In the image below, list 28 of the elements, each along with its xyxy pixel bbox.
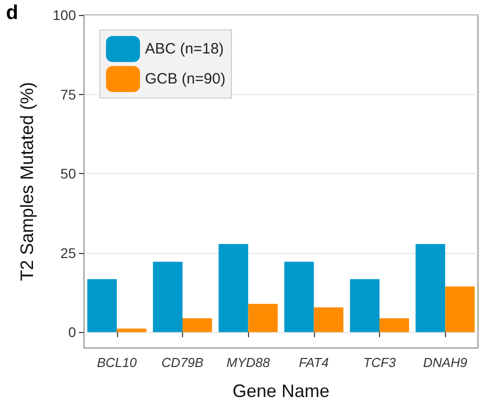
bar [116, 328, 146, 332]
legend-label: GCB (n=90) [145, 70, 226, 88]
x-tick-label: BCL10 [96, 355, 138, 370]
y-axis-title: T2 Samples Mutated (%) [17, 82, 37, 282]
x-axis-title: Gene Name [232, 381, 330, 401]
bar [380, 318, 410, 332]
bar [182, 318, 212, 332]
bar [314, 307, 344, 332]
x-tick-label: DNAH9 [423, 355, 468, 370]
y-tick-label: 25 [60, 244, 76, 261]
x-tick-label: TCF3 [363, 355, 397, 370]
bar [248, 304, 278, 332]
y-tick-label: 0 [68, 324, 76, 340]
y-tick-label: 75 [60, 86, 76, 102]
x-tick-label: FAT4 [298, 355, 329, 370]
bar [350, 279, 380, 332]
y-tick-label: 100 [52, 7, 76, 23]
x-tick-label: CD79B [162, 355, 204, 370]
legend-label: ABC (n=18) [145, 40, 224, 58]
bar [445, 286, 475, 332]
x-tick-label: MYD88 [226, 355, 271, 370]
bar [416, 244, 446, 332]
bar [152, 262, 182, 332]
bar [87, 279, 117, 332]
text: d [6, 2, 18, 25]
y-tick-label: 50 [60, 166, 76, 182]
bar [284, 262, 314, 332]
bar [218, 244, 248, 332]
